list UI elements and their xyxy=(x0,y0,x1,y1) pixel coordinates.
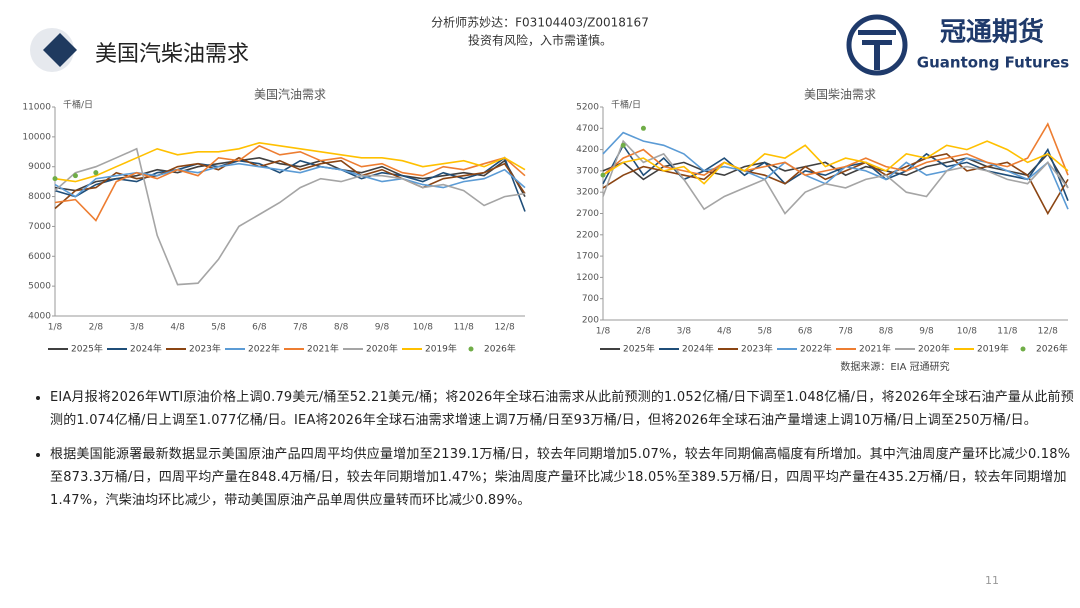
y-tick-label: 5200 xyxy=(576,103,599,113)
x-tick-label: 11/8 xyxy=(454,323,474,333)
data-point xyxy=(640,125,646,131)
x-tick-label: 2/8 xyxy=(89,323,104,333)
legend-label: 2020年 xyxy=(366,343,398,355)
bullet: 根据美国能源署最新数据显示美国原油产品四周平均供应量增加至2139.1万桶/日，… xyxy=(50,443,1080,512)
y-tick-label: 200 xyxy=(582,316,599,326)
y-tick-label: 7000 xyxy=(28,222,51,232)
legend-label: 2022年 xyxy=(800,343,832,355)
logo-name: 冠通期货 xyxy=(940,17,1044,48)
x-tick-label: 8/8 xyxy=(879,327,894,337)
header-icon xyxy=(43,33,77,67)
chart-title: 美国汽油需求 xyxy=(254,87,326,102)
analyst: 分析师苏妙达：F03104403/Z0018167 xyxy=(431,16,649,30)
legend-label: 2023年 xyxy=(741,343,773,355)
slide-title: 美国汽柴油需求 xyxy=(95,42,249,67)
disclaimer: 投资有风险，入市需谨慎。 xyxy=(468,33,612,48)
bullet-list: EIA月报将2026年WTI原油价格上调0.79美元/桶至52.21美元/桶；将… xyxy=(28,386,1080,523)
x-tick-label: 11/8 xyxy=(997,327,1017,337)
legend-swatch xyxy=(468,346,474,352)
series-line xyxy=(54,156,526,210)
data-point xyxy=(52,176,58,182)
y-tick-label: 1200 xyxy=(576,273,599,283)
x-tick-label: 4/8 xyxy=(717,327,732,337)
page-number: 11 xyxy=(985,574,999,587)
legend-label: 2024年 xyxy=(130,343,162,355)
legend-label: 2021年 xyxy=(307,343,339,355)
logo-icon xyxy=(846,14,908,76)
x-tick-label: 6/8 xyxy=(252,323,267,333)
y-tick-label: 8000 xyxy=(28,192,51,202)
y-tick-label: 6000 xyxy=(28,252,51,262)
legend-swatch xyxy=(1020,346,1026,352)
x-tick-label: 5/8 xyxy=(211,323,226,333)
y-tick-label: 2700 xyxy=(576,209,599,219)
x-tick-label: 10/8 xyxy=(413,323,433,333)
x-tick-label: 5/8 xyxy=(757,327,772,337)
x-tick-label: 1/8 xyxy=(596,327,611,337)
y-tick-label: 700 xyxy=(582,294,599,304)
legend-label: 2022年 xyxy=(248,343,280,355)
x-tick-label: 3/8 xyxy=(677,327,692,337)
legend-label: 2021年 xyxy=(859,343,891,355)
x-tick-label: 6/8 xyxy=(798,327,813,337)
x-tick-label: 12/8 xyxy=(494,323,514,333)
y-tick-label: 3200 xyxy=(576,188,599,198)
x-tick-label: 1/8 xyxy=(48,323,63,333)
data-point xyxy=(93,170,99,176)
legend-label: 2019年 xyxy=(977,343,1009,355)
y-axis-label: 千桶/日 xyxy=(63,99,93,111)
y-tick-label: 10000 xyxy=(22,132,51,142)
x-tick-label: 2/8 xyxy=(636,327,651,337)
legend-label: 2026年 xyxy=(484,343,516,355)
y-tick-label: 3700 xyxy=(576,166,599,176)
data-point xyxy=(72,173,78,179)
series-line xyxy=(602,122,1069,177)
legend-label: 2019年 xyxy=(425,343,457,355)
bullet: EIA月报将2026年WTI原油价格上调0.79美元/桶至52.21美元/桶；将… xyxy=(50,386,1080,432)
series-line xyxy=(54,141,526,183)
x-tick-label: 9/8 xyxy=(375,323,390,333)
series-line xyxy=(602,140,1069,185)
y-tick-label: 4200 xyxy=(576,145,599,155)
legend-label: 2025年 xyxy=(623,343,655,355)
series-line xyxy=(54,162,526,198)
logo-english: Guantong Futures xyxy=(917,54,1070,72)
y-axis-label: 千桶/日 xyxy=(611,99,641,111)
legend-label: 2023年 xyxy=(189,343,221,355)
source: 数据来源：EIA 冠通研究 xyxy=(840,360,949,373)
x-tick-label: 10/8 xyxy=(957,327,977,337)
series-line xyxy=(54,144,526,222)
x-tick-label: 7/8 xyxy=(838,327,853,337)
x-tick-label: 8/8 xyxy=(334,323,349,333)
x-tick-label: 12/8 xyxy=(1038,327,1058,337)
x-tick-label: 7/8 xyxy=(293,323,308,333)
y-tick-label: 11000 xyxy=(22,103,51,113)
y-tick-label: 1700 xyxy=(576,252,599,262)
chart-title: 美国柴油需求 xyxy=(804,88,876,102)
y-tick-label: 4000 xyxy=(28,312,51,322)
series-line xyxy=(602,139,1069,215)
y-tick-label: 9000 xyxy=(28,162,51,172)
legend-label: 2026年 xyxy=(1036,343,1068,355)
data-point xyxy=(620,142,626,148)
series-line xyxy=(54,156,526,212)
x-tick-label: 3/8 xyxy=(129,323,144,333)
legend-label: 2025年 xyxy=(71,343,103,355)
y-tick-label: 4700 xyxy=(576,124,599,134)
legend-label: 2020年 xyxy=(918,343,950,355)
y-tick-label: 5000 xyxy=(28,282,51,292)
y-tick-label: 2200 xyxy=(576,230,599,240)
data-point xyxy=(600,172,606,178)
x-tick-label: 4/8 xyxy=(170,323,185,333)
series-line xyxy=(54,147,526,286)
x-tick-label: 9/8 xyxy=(919,327,934,337)
legend-label: 2024年 xyxy=(682,343,714,355)
